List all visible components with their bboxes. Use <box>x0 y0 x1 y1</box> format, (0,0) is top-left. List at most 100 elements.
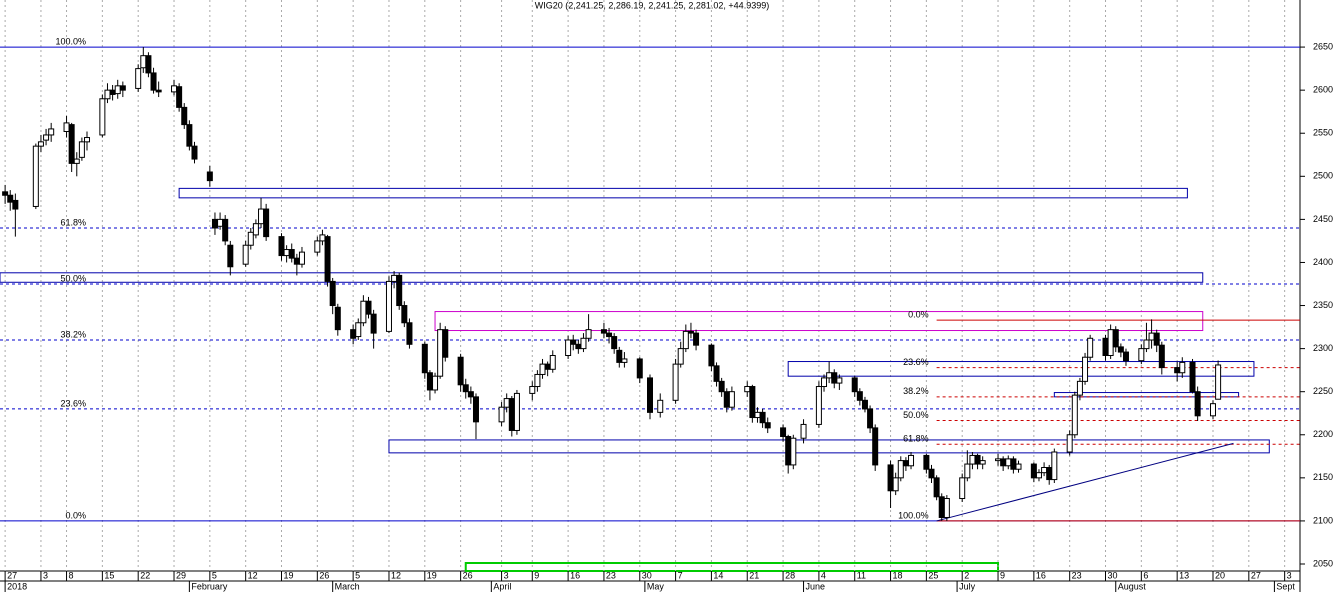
y-tick-label: 2400 <box>1313 257 1333 267</box>
candle-body <box>606 332 613 338</box>
month-label: May <box>647 581 665 591</box>
candle-body <box>37 141 44 147</box>
candle-body <box>432 375 439 391</box>
x-tick-label: 3 <box>43 570 48 580</box>
candle-body <box>995 458 1002 462</box>
candle-body <box>355 322 362 338</box>
candle-body <box>263 208 270 238</box>
x-tick-label: 29 <box>176 570 186 580</box>
candle-body <box>1015 463 1022 470</box>
month-label: April <box>493 581 511 591</box>
candle-body <box>708 344 715 367</box>
candle-body <box>457 356 464 386</box>
candle-body <box>677 348 684 365</box>
trendline <box>936 442 1234 522</box>
fib-label: 100.0% <box>898 510 929 520</box>
x-tick-label: 26 <box>319 570 329 580</box>
candle-body <box>1158 344 1165 369</box>
candle-body <box>693 332 700 346</box>
x-tick-label: 26 <box>463 570 473 580</box>
month-label: June <box>806 581 826 591</box>
candle-body <box>140 55 147 69</box>
candle-body <box>84 137 91 143</box>
x-tick-label: 27 <box>1251 570 1261 580</box>
candle-body <box>1035 472 1042 479</box>
candle-body <box>334 306 341 331</box>
candle-body <box>800 423 807 439</box>
candle-body <box>222 218 229 242</box>
candle-body <box>186 124 193 147</box>
candle-body <box>242 244 249 265</box>
candle-body <box>1010 458 1017 470</box>
candle-body <box>73 158 80 164</box>
candle-body <box>2 191 9 196</box>
candle-body <box>764 422 771 429</box>
y-tick-label: 2650 <box>1313 41 1333 51</box>
candle-body <box>867 408 874 429</box>
candle-body <box>48 128 55 136</box>
zone <box>434 311 1204 332</box>
candle-body <box>682 330 689 350</box>
candle-body <box>283 249 290 257</box>
y-tick-label: 2350 <box>1313 300 1333 310</box>
month-label: Sept <box>1276 581 1295 591</box>
candle-body <box>826 372 833 379</box>
candle-body <box>329 280 336 307</box>
candle-body <box>723 391 730 408</box>
candle-body <box>580 337 587 350</box>
candle-body <box>979 460 986 465</box>
x-tick-label: 15 <box>104 570 114 580</box>
x-tick-label: 19 <box>283 570 293 580</box>
candle-body <box>508 398 515 431</box>
candle-body <box>467 391 474 398</box>
candle-body <box>227 244 234 268</box>
y-tick-label: 2100 <box>1313 515 1333 525</box>
candle-body <box>790 437 797 466</box>
candle-body <box>442 329 449 358</box>
x-tick-label: 2 <box>964 570 969 580</box>
x-tick-label: 28 <box>785 570 795 580</box>
candle-body <box>503 398 510 408</box>
candle-body <box>1215 364 1222 400</box>
x-tick-label: 6 <box>1143 570 1148 580</box>
candle-body <box>549 355 556 370</box>
candle-body <box>600 329 607 334</box>
candle-body <box>472 396 479 423</box>
fib-label: 61.8% <box>903 434 929 444</box>
candle-body <box>293 257 300 265</box>
candle-body <box>32 145 39 207</box>
x-tick-label: 8 <box>69 570 74 580</box>
x-tick-label: 23 <box>1072 570 1082 580</box>
candle-body <box>856 391 863 401</box>
candle-body <box>437 329 444 377</box>
candle-body <box>713 365 720 382</box>
candle-body <box>109 89 116 95</box>
zone <box>1053 392 1240 398</box>
candle-body <box>258 208 265 225</box>
candle-body <box>68 124 75 164</box>
month-label: July <box>959 581 976 591</box>
candle-body <box>401 305 408 324</box>
x-tick-label: 27 <box>7 570 17 580</box>
candle-body <box>1051 451 1058 481</box>
candle-body <box>135 68 142 89</box>
candle-body <box>744 386 751 393</box>
candle-body <box>657 399 664 413</box>
candle-body <box>1087 337 1094 358</box>
candle-body <box>616 349 623 363</box>
candle-body <box>252 223 259 236</box>
candle-body <box>104 89 111 100</box>
candle-body <box>1143 339 1150 350</box>
x-tick-label: 23 <box>606 570 616 580</box>
candle-body <box>933 477 940 498</box>
candle-body <box>1030 463 1037 479</box>
candle-body <box>1066 434 1073 453</box>
x-tick-label: 12 <box>391 570 401 580</box>
candle-body <box>365 300 372 315</box>
candle-body <box>406 322 413 345</box>
candle-body <box>385 280 392 332</box>
candle-body <box>861 399 868 410</box>
candle-body <box>1194 391 1201 417</box>
